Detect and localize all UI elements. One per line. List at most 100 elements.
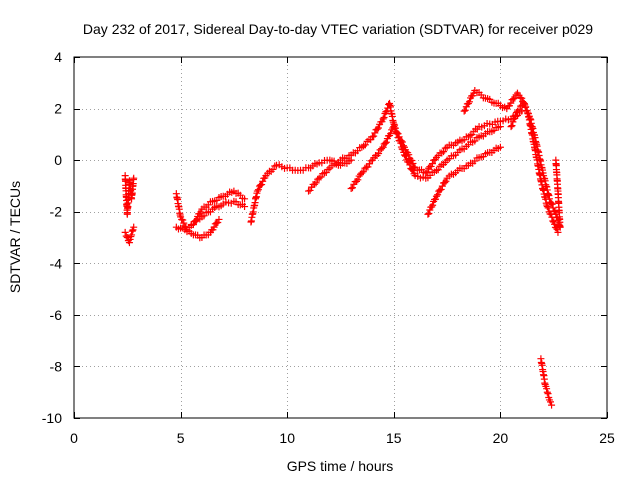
data-point xyxy=(436,162,444,170)
data-point xyxy=(423,168,431,176)
data-point xyxy=(441,179,449,187)
data-point xyxy=(361,164,369,172)
data-point xyxy=(379,115,387,123)
data-point xyxy=(374,124,382,132)
data-point xyxy=(306,186,314,194)
data-point xyxy=(422,169,430,177)
data-point xyxy=(394,130,402,138)
data-point xyxy=(367,157,375,165)
data-point xyxy=(496,143,504,151)
data-point xyxy=(466,131,474,139)
data-point xyxy=(347,185,355,193)
data-point xyxy=(387,130,395,138)
data-point xyxy=(253,187,261,195)
data-point xyxy=(512,113,520,121)
data-point xyxy=(547,398,555,406)
data-point xyxy=(390,123,398,131)
data-point xyxy=(193,216,201,224)
data-point xyxy=(311,180,319,188)
data-point xyxy=(397,137,405,145)
data-point xyxy=(395,133,403,141)
data-point xyxy=(515,106,523,114)
data-point xyxy=(354,176,362,184)
data-point xyxy=(544,390,552,398)
data-points xyxy=(121,87,564,409)
x-axis-label: GPS time / hours xyxy=(287,458,394,474)
data-point xyxy=(382,138,390,146)
data-point xyxy=(128,231,136,239)
x-tick-label: 10 xyxy=(279,430,295,446)
data-point xyxy=(465,98,473,106)
data-point xyxy=(352,177,360,185)
axis-ticks xyxy=(74,57,608,419)
data-point xyxy=(549,204,557,212)
data-point xyxy=(179,216,187,224)
data-point xyxy=(241,203,249,211)
data-point xyxy=(371,129,379,137)
data-point xyxy=(254,186,262,194)
data-point xyxy=(258,181,266,189)
data-point xyxy=(543,203,551,211)
data-point xyxy=(434,191,442,199)
data-point xyxy=(548,200,556,208)
data-point xyxy=(511,94,519,102)
data-point xyxy=(513,107,521,115)
data-point xyxy=(410,163,418,171)
data-point xyxy=(429,201,437,209)
data-point xyxy=(405,151,413,159)
x-tick-label: 15 xyxy=(386,430,402,446)
data-point xyxy=(543,385,551,393)
y-tick-label: -4 xyxy=(50,255,63,271)
data-point xyxy=(425,209,433,217)
data-point xyxy=(271,162,279,170)
data-point xyxy=(373,125,381,133)
x-tick-label: 5 xyxy=(177,430,185,446)
data-point xyxy=(461,106,469,114)
data-point xyxy=(399,142,407,150)
data-point xyxy=(438,182,446,190)
data-point xyxy=(545,195,553,203)
data-point xyxy=(409,159,417,167)
data-point xyxy=(547,199,555,207)
data-point xyxy=(359,168,367,176)
data-point xyxy=(368,133,376,141)
data-point xyxy=(437,185,445,193)
data-point xyxy=(516,94,524,102)
data-point xyxy=(398,138,406,146)
x-tick-labels: 0 5 10 15 20 25 xyxy=(70,430,615,446)
data-point xyxy=(543,388,551,396)
plot-frame xyxy=(73,56,608,419)
data-point xyxy=(130,174,138,182)
data-point xyxy=(348,184,356,192)
data-point xyxy=(358,169,366,177)
y-tick-labels: -10 -8 -6 -4 -2 0 2 4 xyxy=(42,49,62,426)
data-point xyxy=(363,137,371,145)
data-point xyxy=(552,210,560,218)
data-point xyxy=(127,233,135,241)
x-tick-label: 25 xyxy=(599,430,615,446)
data-point xyxy=(522,103,530,111)
data-point xyxy=(364,163,372,171)
x-tick-label: 20 xyxy=(493,430,509,446)
y-tick-label: -8 xyxy=(50,358,63,374)
data-point xyxy=(509,95,517,103)
data-point xyxy=(121,228,129,236)
y-tick-label: -6 xyxy=(50,307,63,323)
data-point xyxy=(424,210,432,218)
data-point xyxy=(305,187,313,195)
data-point xyxy=(215,215,223,223)
data-point xyxy=(442,177,450,185)
data-point xyxy=(319,170,327,178)
data-point xyxy=(428,160,436,168)
data-point xyxy=(125,239,133,247)
data-point xyxy=(378,145,386,153)
data-point xyxy=(428,203,436,211)
data-point xyxy=(312,179,320,187)
data-point xyxy=(381,139,389,147)
y-tick-label: -10 xyxy=(42,410,62,426)
data-point xyxy=(214,218,222,226)
data-point xyxy=(431,195,439,203)
y-axis-label: SDTVAR / TECUs xyxy=(7,181,23,293)
